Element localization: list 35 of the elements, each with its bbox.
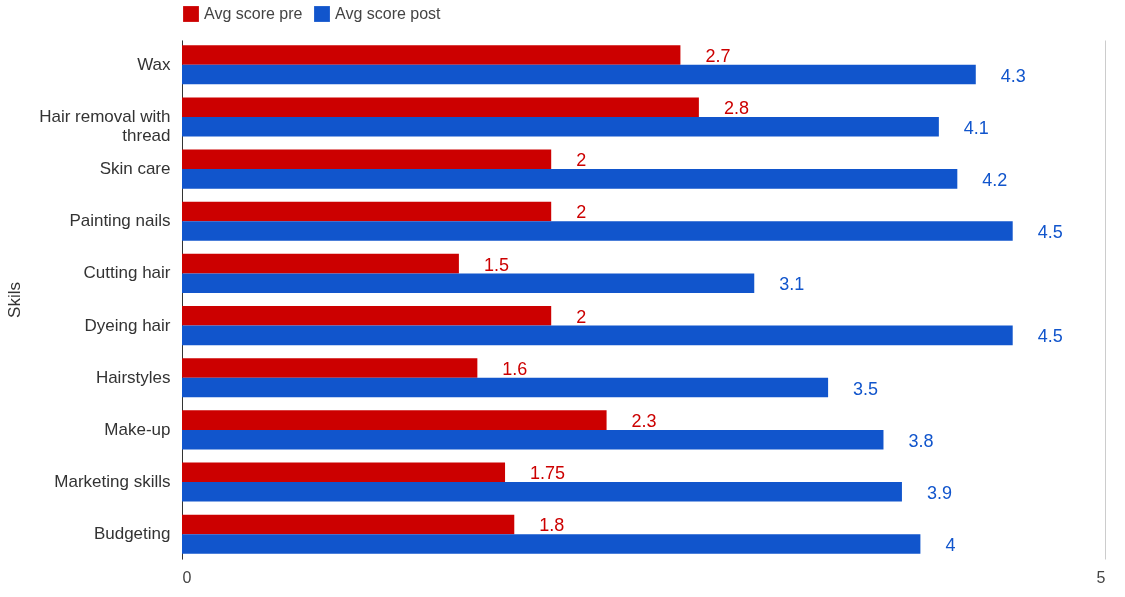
data-label: 2 xyxy=(576,150,587,171)
data-label: 4.3 xyxy=(1000,65,1026,86)
data-label: 4.2 xyxy=(982,169,1008,190)
data-label: 3.8 xyxy=(908,430,934,451)
data-label: 1.6 xyxy=(502,358,528,379)
data-label: 2 xyxy=(576,306,587,327)
data-label: 1.5 xyxy=(483,254,509,275)
x-tick-label: 0 xyxy=(182,568,192,586)
data-label: 2.8 xyxy=(723,98,749,119)
legend-label: Avg score pre xyxy=(204,5,303,22)
y-tick-label: Wax xyxy=(137,54,171,74)
data-label: 3.5 xyxy=(853,378,879,399)
data-label: 1.75 xyxy=(530,463,566,484)
y-tick-label: Hair removal with thread xyxy=(39,106,171,145)
data-label: 4.5 xyxy=(1037,222,1063,243)
y-tick-label: Skin care xyxy=(99,159,171,179)
data-label: 3.9 xyxy=(926,482,952,503)
data-label: 2 xyxy=(576,202,587,223)
y-axis-title: Skils xyxy=(5,282,25,318)
y-tick-label: Budgeting xyxy=(93,524,171,544)
y-tick-label: Make-up xyxy=(104,419,171,439)
data-label: 1.8 xyxy=(539,515,565,536)
y-tick-label: Marketing skills xyxy=(54,472,171,492)
data-label: 2.7 xyxy=(705,46,731,66)
data-label: 4 xyxy=(945,535,956,555)
x-tick-label: 5 xyxy=(1096,568,1106,586)
data-label: 4.1 xyxy=(963,117,989,138)
y-tick-label: Hairstyles xyxy=(95,367,171,387)
data-label: 3.1 xyxy=(779,274,805,295)
y-tick-label: Painting nails xyxy=(69,211,171,231)
legend-label: Avg score post xyxy=(335,5,442,22)
y-tick-label: Dyeing hair xyxy=(84,315,171,335)
y-tick-label: Cutting hair xyxy=(83,263,171,283)
data-label: 4.5 xyxy=(1037,326,1063,347)
data-label: 2.3 xyxy=(631,411,657,432)
